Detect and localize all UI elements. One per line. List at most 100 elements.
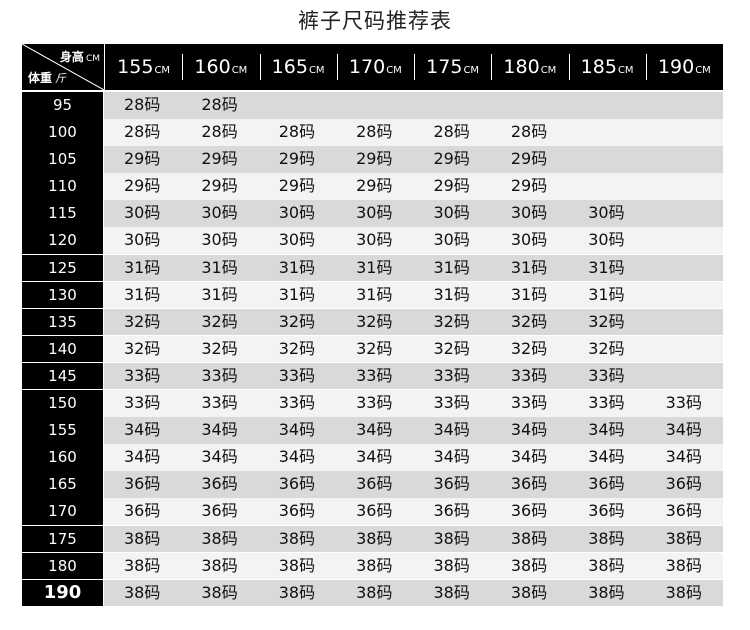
size-cell: 30码 [201, 230, 238, 250]
size-cell: 28码 [356, 122, 393, 142]
table-row: 130 31码 31码 31码 31码 31码 31码 31码 [22, 281, 723, 309]
size-cell: 33码 [201, 365, 238, 385]
size-cell: 33码 [665, 393, 702, 413]
size-cell: 30码 [356, 203, 393, 223]
column-height-value: 170 [348, 56, 386, 78]
row-cells: 28码 28码 28码 28码 28码 28码 [104, 119, 723, 146]
size-cell [414, 92, 491, 119]
row-weight-label: 100 [22, 119, 104, 146]
size-cell: 31码 [356, 284, 393, 304]
row-weight-label: 145 [22, 362, 104, 390]
height-columns: 155CM 160CM 165CM 170CM 175CM 180CM 185CM 190CM [105, 44, 723, 90]
size-cell: 32码 [124, 311, 161, 331]
size-cell: 28码 [201, 122, 238, 142]
size-cell [259, 92, 336, 119]
column-height-unit: CM [463, 65, 480, 76]
size-cell: 29码 [201, 176, 238, 196]
size-cell: 34码 [510, 420, 548, 440]
row-weight-label: 180 [22, 552, 104, 580]
column-header-5: 180CM [491, 44, 568, 90]
row-weight-label: 115 [22, 200, 104, 227]
table-row: 160 34码 34码 34码 34码 34码 34码 34码 34码 [22, 444, 723, 471]
size-cell: 28码 [201, 95, 238, 114]
size-cell: 38码 [588, 582, 625, 602]
table-row: 155 34码 34码 34码 34码 34码 34码 34码 34码 [22, 417, 723, 444]
size-cell: 38码 [278, 528, 316, 548]
column-height-value: 190 [657, 56, 695, 78]
size-cell: 34码 [588, 447, 625, 467]
size-cell: 38码 [201, 582, 238, 602]
column-height-unit: CM [695, 65, 711, 76]
size-cell: 36码 [124, 474, 161, 494]
size-cell: 38码 [124, 555, 161, 575]
table-row: 170 36码 36码 36码 36码 36码 36码 36码 36码 [22, 498, 723, 525]
table-row: 175 38码 38码 38码 38码 38码 38码 38码 38码 [22, 525, 723, 552]
row-cells: 34码 34码 34码 34码 34码 34码 34码 34码 [104, 444, 723, 471]
size-cell: 29码 [124, 149, 161, 169]
table-row: 105 29码 29码 29码 29码 29码 29码 [22, 146, 723, 173]
table-row: 165 36码 36码 36码 36码 36码 36码 36码 36码 [22, 471, 723, 498]
table-row: 180 38码 38码 38码 38码 38码 38码 38码 38码 [22, 552, 723, 580]
size-cell [646, 227, 723, 254]
size-cell: 34码 [278, 420, 316, 440]
size-cell: 29码 [510, 176, 548, 196]
table-row: 135 32码 32码 32码 32码 32码 32码 32码 [22, 308, 723, 336]
size-cell: 38码 [201, 528, 238, 548]
row-cells: 38码 38码 38码 38码 38码 38码 38码 38码 [104, 579, 723, 607]
row-weight-label: 175 [22, 525, 104, 552]
size-cell [336, 92, 413, 119]
row-cells: 38码 38码 38码 38码 38码 38码 38码 38码 [104, 552, 723, 580]
size-cell: 32码 [124, 338, 161, 358]
row-cells: 31码 31码 31码 31码 31码 31码 31码 [104, 254, 723, 282]
table-row: 190 38码 38码 38码 38码 38码 38码 38码 38码 [22, 579, 723, 607]
size-cell: 31码 [433, 284, 470, 304]
table-row: 125 31码 31码 31码 31码 31码 31码 31码 [22, 254, 723, 282]
size-cell: 29码 [278, 176, 316, 196]
size-cell: 32码 [356, 338, 393, 358]
row-weight-label: 130 [22, 281, 104, 309]
size-cell: 36码 [588, 501, 625, 521]
size-cell: 33码 [433, 393, 470, 413]
height-axis-label: 身高 CM [60, 48, 100, 65]
size-cell: 29码 [201, 149, 238, 169]
size-cell: 34码 [278, 447, 316, 467]
size-cell: 36码 [278, 474, 316, 494]
column-height-unit: CM [540, 65, 557, 76]
row-weight-label: 110 [22, 173, 104, 200]
row-weight-label: 140 [22, 335, 104, 363]
height-unit: CM [85, 54, 100, 64]
size-cell: 33码 [124, 393, 161, 413]
table-row: 110 29码 29码 29码 29码 29码 29码 [22, 173, 723, 200]
size-cell: 31码 [433, 257, 470, 277]
size-cell: 31码 [588, 284, 625, 304]
size-cell: 32码 [278, 338, 316, 358]
size-cell: 32码 [201, 338, 238, 358]
size-cell: 31码 [588, 257, 625, 277]
size-cell: 36码 [665, 474, 702, 494]
column-height-unit: CM [386, 65, 402, 76]
size-cell: 38码 [356, 555, 393, 575]
column-height-unit: CM [231, 65, 248, 76]
column-header-2: 165CM [259, 44, 337, 90]
row-cells: 38码 38码 38码 38码 38码 38码 38码 38码 [104, 525, 723, 552]
size-cell [568, 146, 645, 173]
row-weight-label: 190 [22, 579, 104, 607]
row-cells: 34码 34码 34码 34码 34码 34码 34码 34码 [104, 417, 723, 444]
size-cell: 36码 [278, 501, 316, 521]
table-row: 115 30码 30码 30码 30码 30码 30码 30码 [22, 200, 723, 227]
size-cell: 34码 [588, 420, 625, 440]
size-cell: 33码 [356, 365, 393, 385]
weight-axis-label: 体重斤 [28, 69, 66, 86]
size-cell: 34码 [124, 447, 161, 467]
size-cell: 36码 [588, 474, 625, 494]
table-row: 150 33码 33码 33码 33码 33码 33码 33码 33码 [22, 390, 723, 417]
row-cells: 29码 29码 29码 29码 29码 29码 [104, 173, 723, 200]
column-header-0: 155CM [105, 44, 182, 90]
size-cell: 33码 [433, 365, 470, 385]
size-cell: 38码 [665, 555, 702, 575]
size-cell [568, 173, 645, 200]
diagonal-divider [22, 44, 104, 90]
column-header-1: 160CM [182, 44, 259, 90]
size-cell: 38码 [510, 528, 548, 548]
weight-unit: 斤 [55, 72, 67, 85]
